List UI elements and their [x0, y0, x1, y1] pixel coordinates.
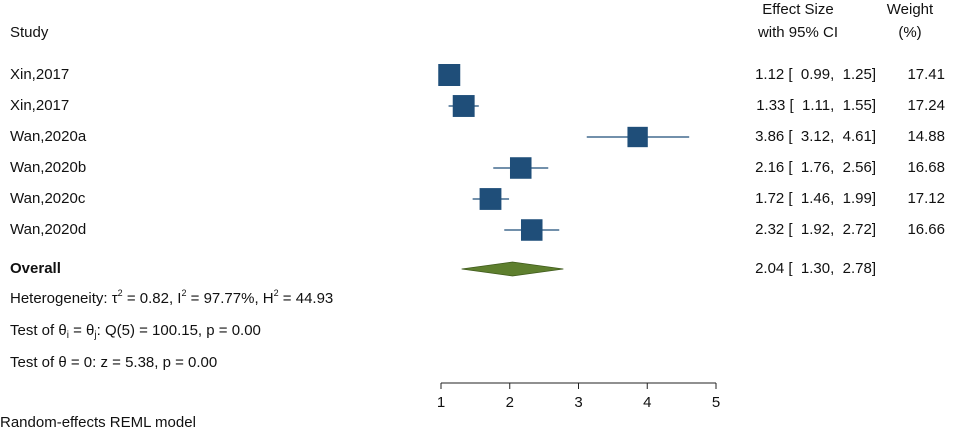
study-effect-marker — [627, 126, 648, 148]
study-effect-ci: 3.86 [ 3.12, 4.61] — [755, 128, 876, 145]
effect-size-header-line1: Effect Size — [762, 1, 834, 18]
study-label: Wan,2020b — [10, 159, 87, 176]
x-axis-tick-label: 2 — [506, 394, 514, 411]
overall-diamond — [461, 261, 564, 277]
study-weight: 17.24 — [907, 97, 945, 114]
study-effect-marker — [509, 157, 532, 179]
study-label: Wan,2020a — [10, 128, 87, 145]
study-weight: 17.12 — [907, 190, 945, 207]
study-effect-ci: 2.32 [ 1.92, 2.72] — [755, 221, 876, 238]
study-effect-marker — [452, 95, 475, 117]
study-weight: 17.41 — [907, 66, 945, 83]
overall-effect-ci: 2.04 [ 1.30, 2.78] — [755, 260, 876, 277]
study-effect-ci: 1.72 [ 1.46, 1.99] — [755, 190, 876, 207]
study-effect-ci: 1.12 [ 0.99, 1.25] — [755, 66, 876, 83]
weight-header-line2: (%) — [898, 24, 922, 41]
model-note: Random-effects REML model — [0, 414, 196, 431]
study-column-header: Study — [10, 24, 49, 41]
study-label: Wan,2020c — [10, 190, 86, 207]
study-effect-ci: 1.33 [ 1.11, 1.55] — [756, 97, 876, 114]
study-weight: 16.68 — [907, 159, 945, 176]
x-axis-tick-label: 1 — [437, 394, 445, 411]
effect-size-header-line2: with 95% CI — [757, 24, 839, 41]
study-label: Xin,2017 — [10, 97, 70, 114]
x-axis-tick-label: 5 — [712, 394, 720, 411]
overall-label: Overall — [10, 260, 61, 277]
study-effect-ci: 2.16 [ 1.76, 2.56] — [755, 159, 876, 176]
homogeneity-test: Test of θi = θj: Q(5) = 100.15, p = 0.00 — [10, 322, 261, 341]
study-label: Wan,2020d — [10, 221, 87, 238]
study-weight: 14.88 — [907, 128, 945, 145]
study-effect-marker — [520, 219, 543, 241]
weight-header-line1: Weight — [886, 1, 934, 18]
heterogeneity-stats: Heterogeneity: τ2 = 0.82, I2 = 97.77%, H… — [10, 288, 334, 308]
study-effect-marker — [479, 188, 502, 210]
x-axis-tick-label: 3 — [574, 394, 582, 411]
x-axis-tick-label: 4 — [643, 394, 651, 411]
study-label: Xin,2017 — [10, 66, 70, 83]
overall-effect-test: Test of θ = 0: z = 5.38, p = 0.00 — [10, 354, 218, 371]
study-effect-marker — [438, 64, 461, 86]
study-weight: 16.66 — [907, 221, 945, 238]
